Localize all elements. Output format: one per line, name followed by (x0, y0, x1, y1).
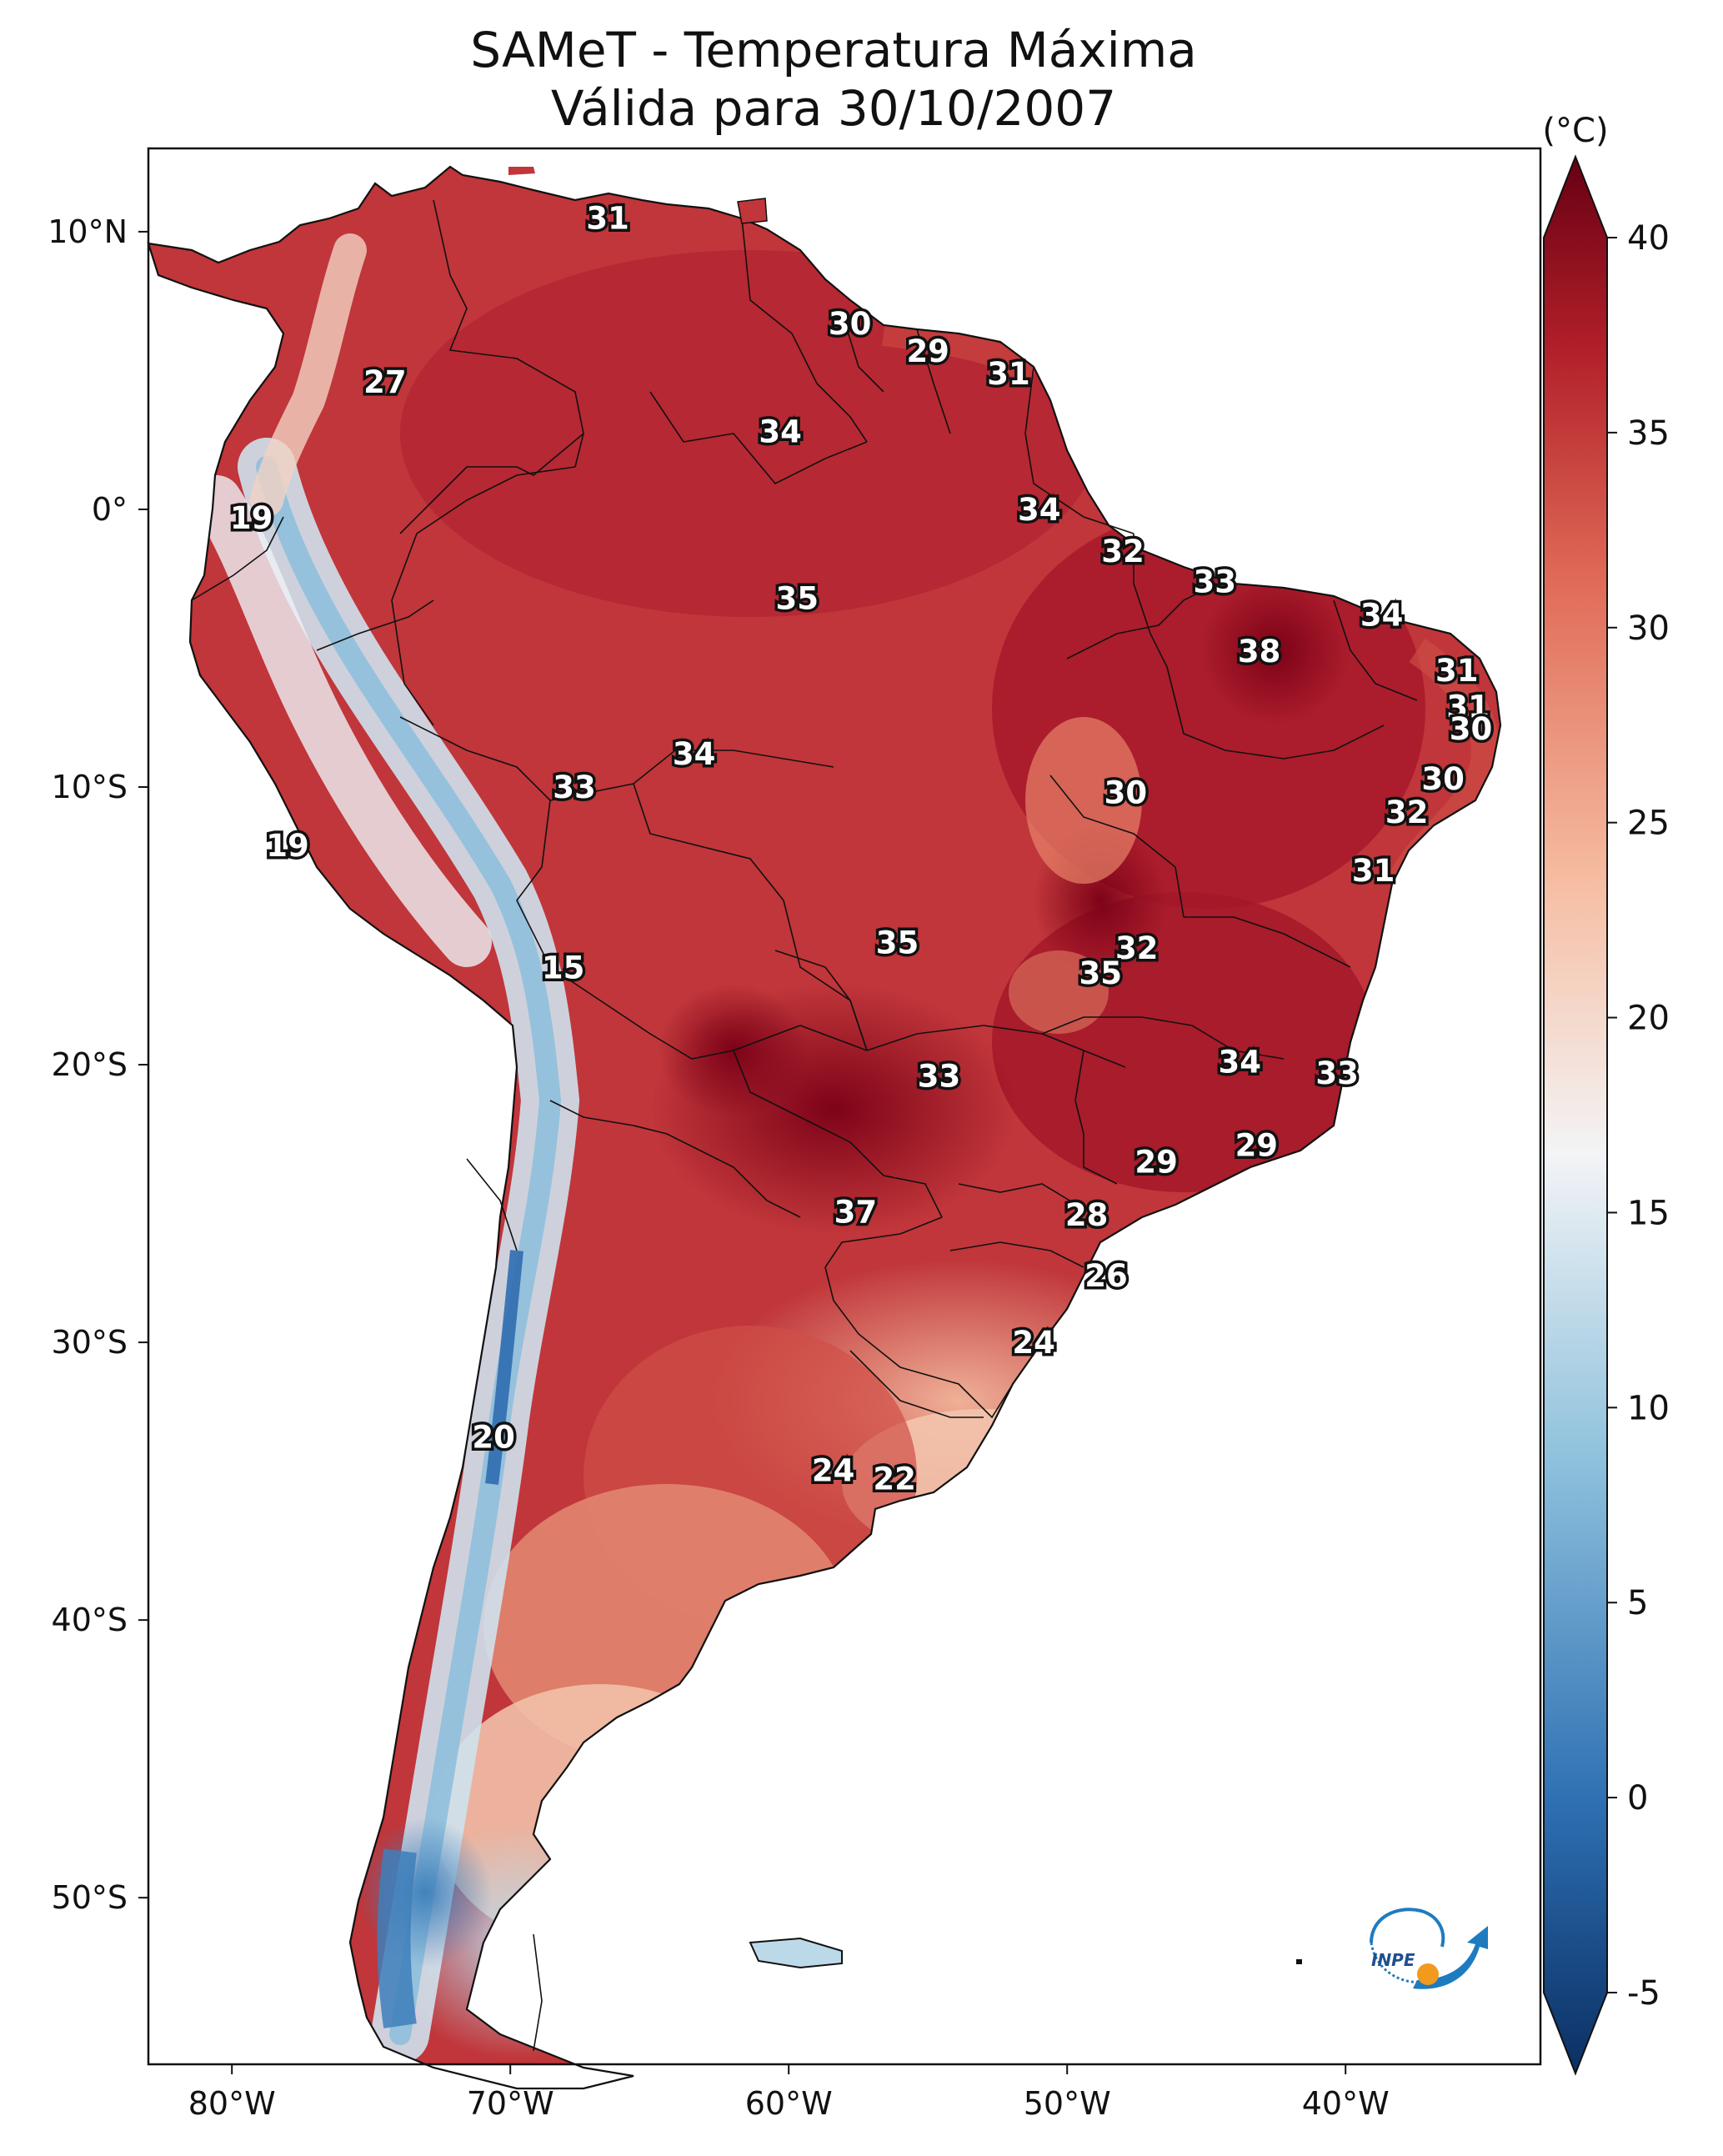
map-title-line2: Válida para 30/10/2007 (551, 80, 1116, 137)
latitude-axis: 10°N 0° 10°S 20°S 30°S 40°S 50°S (48, 213, 148, 1916)
station-value-label: 29 (1134, 1145, 1178, 1181)
station-value-label: 31 (1352, 853, 1395, 889)
colorbar-tick-label: 15 (1627, 1194, 1670, 1232)
station-value-label: 37 (834, 1195, 878, 1231)
colorbar-unit: (°C) (1542, 112, 1608, 150)
station-value-label: 20 (472, 1419, 515, 1455)
station-value-label: 30 (1421, 761, 1465, 797)
station-value-label: 30 (829, 306, 872, 342)
station-value-label: 35 (876, 925, 919, 961)
latitude-tick-label: 10°S (52, 769, 128, 805)
colorbar-ticks: 40 35 30 25 20 15 10 5 0 -5 (1607, 219, 1670, 2013)
station-value-label: 29 (1235, 1128, 1279, 1164)
station-value-label: 33 (1315, 1055, 1359, 1091)
longitude-axis: 80°W 70°W 60°W 50°W 40°W (188, 2064, 1390, 2122)
station-value-label: 19 (230, 500, 273, 536)
station-value-label: 31 (1446, 689, 1490, 725)
station-value-label: 31 (1435, 653, 1479, 689)
map-frame (147, 147, 1542, 2066)
latitude-tick-label: 50°S (52, 1879, 128, 1916)
colorbar-tick-label: -5 (1627, 1974, 1660, 2013)
station-value-label: 31 (586, 200, 629, 236)
longitude-tick-label: 40°W (1302, 2085, 1390, 2122)
colorbar: (°C) 40 35 30 25 20 15 10 5 0 -5 (1542, 112, 1670, 2076)
station-value-label: 30 (1104, 775, 1148, 811)
longitude-tick-label: 50°W (1024, 2085, 1111, 2122)
latitude-tick-label: 0° (92, 491, 128, 528)
station-value-label: 29 (906, 333, 949, 369)
station-value-label: 19 (266, 828, 309, 864)
colorbar-bar (1543, 154, 1608, 2076)
latitude-tick-label: 40°S (52, 1602, 128, 1638)
station-value-label: 24 (1012, 1325, 1055, 1361)
colorbar-tick-label: 5 (1627, 1584, 1648, 1622)
station-value-label: 32 (1101, 534, 1144, 569)
latitude-tick-label: 30°S (52, 1324, 128, 1361)
logo-text: INPE (1371, 1950, 1415, 1970)
station-value-label: 34 (673, 736, 716, 772)
station-value-label: 26 (1084, 1258, 1128, 1294)
country-borders (191, 199, 1418, 2052)
logo-orange-circle (1417, 1963, 1439, 1985)
colorbar-tick-label: 40 (1627, 219, 1670, 258)
station-value-label: 31 (987, 356, 1030, 392)
station-value-label: 35 (1079, 955, 1123, 991)
map-title-line1: SAMeT - Temperatura Máxima (470, 22, 1197, 78)
station-value-label: 30 (1450, 711, 1493, 747)
longitude-tick-label: 80°W (188, 2085, 276, 2122)
colorbar-tick-label: 25 (1627, 805, 1670, 843)
islands (508, 167, 1302, 1969)
station-value-label: 32 (1385, 795, 1429, 830)
station-value-label: 34 (1219, 1045, 1262, 1081)
station-value-label: 22 (873, 1461, 916, 1497)
station-value-label: 34 (1018, 492, 1061, 528)
station-value-label: 33 (1193, 564, 1236, 600)
station-value-label: 34 (759, 414, 802, 450)
colorbar-tick-label: 10 (1627, 1389, 1670, 1427)
colorbar-tick-label: 35 (1627, 414, 1670, 453)
colorbar-tick-label: 0 (1627, 1779, 1648, 1818)
station-value-label: 33 (553, 770, 596, 805)
station-value-label: 15 (542, 950, 585, 985)
station-value-label: 28 (1065, 1197, 1109, 1233)
longitude-tick-label: 70°W (467, 2085, 554, 2122)
inpe-logo: INPE (1370, 1908, 1488, 1989)
latitude-tick-label: 20°S (52, 1046, 128, 1083)
station-value-label: 35 (775, 581, 819, 617)
latitude-tick-label: 10°N (48, 213, 128, 250)
station-value-label: 32 (1115, 930, 1159, 966)
longitude-tick-label: 60°W (745, 2085, 833, 2122)
colorbar-tick-label: 20 (1627, 1000, 1670, 1038)
station-value-label: 38 (1238, 634, 1281, 669)
colorbar-tick-label: 30 (1627, 609, 1670, 648)
station-value-label: 33 (918, 1058, 961, 1094)
station-value-label: 27 (363, 364, 407, 400)
station-value-label: 24 (812, 1452, 855, 1488)
station-value-label: 34 (1360, 598, 1404, 634)
